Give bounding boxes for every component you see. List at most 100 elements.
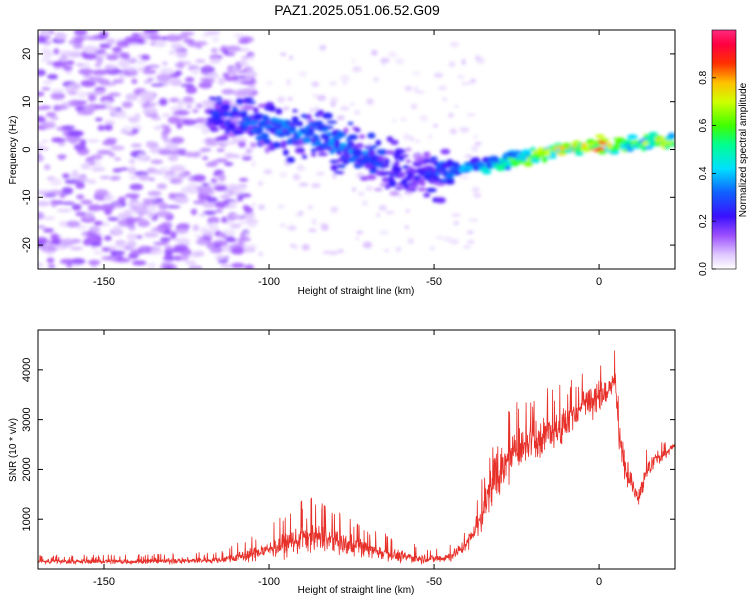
spectrogram-blob-704	[311, 218, 317, 226]
spectrogram-blob-814	[288, 55, 294, 60]
spectrogram-blob-832	[464, 154, 473, 159]
spectrogram-blob-803	[322, 250, 331, 255]
spectrogram-blob-1002	[275, 108, 283, 115]
spectrogram-blob-210	[38, 142, 44, 147]
spectrogram-blob-768	[356, 230, 364, 235]
spectrogram-blob-198	[161, 132, 169, 141]
spectrogram-blob-706	[468, 218, 479, 222]
spectrogram-blob-718	[461, 81, 472, 86]
spectrogram-blob-554	[142, 107, 158, 116]
spectrogram-blob-854	[298, 210, 304, 216]
spectrogram-blob-983	[264, 146, 271, 154]
spectrogram-blob-767	[257, 180, 264, 187]
spectrogram-blob-279	[129, 183, 144, 191]
spectrogram-blob-907	[218, 135, 229, 142]
spectrogram-blob-459	[106, 54, 119, 61]
spectrogram-blob-873	[451, 213, 461, 217]
spectrogram-blob-465	[201, 33, 211, 38]
spectrogram-blob-674	[131, 128, 139, 134]
spectrogram-blob-846	[400, 117, 407, 122]
top-yticks-label-4: 20	[21, 48, 33, 60]
spectrogram-blob-874	[384, 248, 390, 253]
spectrogram-blob-1224	[405, 187, 412, 192]
spectrogram-blob-774	[397, 194, 403, 199]
spectrogram-blob-315	[61, 201, 75, 205]
spectrogram-blob-425	[38, 211, 45, 220]
top-xticks-label-0: -150	[93, 276, 115, 288]
spectrogram-blob-113	[80, 199, 93, 205]
spectrogram-blob-205	[210, 47, 219, 54]
spectrogram-blob-1069	[315, 139, 322, 145]
spectrogram-blob-654	[75, 211, 86, 217]
spectrogram-blob-247	[46, 257, 55, 264]
spectrogram-blob-227	[143, 232, 159, 238]
spectrogram-blob-592	[89, 76, 105, 83]
spectrogram-blob-360	[166, 205, 181, 209]
spectrogram-blob-1256	[422, 154, 431, 159]
spectrogram-blob-765	[279, 223, 287, 227]
spectrogram-blob-675	[95, 220, 104, 226]
spectrogram-blob-1075	[317, 109, 324, 115]
spectrogram-blob-301	[105, 38, 116, 45]
spectrogram-blob-911	[220, 103, 231, 110]
spectrogram-blob-673	[126, 233, 138, 241]
spectrogram-blob-591	[194, 125, 209, 129]
spectrogram-blob-863	[238, 220, 247, 226]
spectrogram-blob-441	[231, 262, 245, 269]
spectrogram-blob-389	[87, 259, 101, 266]
spectrogram-blob-41	[99, 43, 112, 49]
spectrogram-blob-1046	[301, 154, 308, 159]
spectrogram-blob-822	[251, 202, 256, 207]
spectrogram-blob-833	[366, 99, 373, 105]
spectrogram-blob-842	[443, 236, 453, 243]
spectrogram-blob-515	[137, 245, 154, 254]
spectrogram-blob-726	[349, 102, 355, 107]
spectrogram-blob-149	[220, 264, 234, 268]
spectrogram-blob-821	[371, 49, 378, 56]
spectrogram-blob-797	[395, 57, 404, 65]
spectrogram-blob-847	[336, 115, 345, 121]
spectrogram-blob-1078	[317, 152, 328, 157]
spectrogram-blob-1280	[435, 197, 446, 204]
spectrogram-blob-403	[56, 208, 72, 213]
spectrogram-blob-1060	[310, 148, 317, 153]
spectrogram-blob-430	[210, 222, 218, 229]
spectrogram-blob-132	[221, 88, 236, 95]
spectrogram-blob-877	[379, 205, 387, 211]
bot-yticks-label-0: 1000	[21, 507, 33, 531]
spectrogram-blob-437	[168, 192, 176, 200]
spectrogram-blob-252	[70, 258, 86, 265]
spectrogram-blob-477	[245, 148, 253, 154]
spectrogram-blob-850	[311, 182, 321, 189]
spectrogram-blob-521	[174, 195, 189, 204]
spectrogram-blob-294	[38, 262, 44, 268]
spectrogram-blob-699	[191, 109, 199, 113]
spectrogram-blob-393	[182, 119, 197, 126]
spectrogram-blob-952	[246, 101, 256, 105]
spectrogram-blob-155	[41, 139, 49, 143]
spectrogram-blob-525	[221, 216, 228, 224]
spectrogram-blob-669	[106, 106, 118, 110]
spectrogram-blob-745	[340, 74, 350, 82]
spectrogram-blob-579	[116, 39, 132, 48]
spectrogram-blob-933	[237, 100, 243, 105]
spectrogram-blob-1043	[299, 147, 305, 153]
spectrogram-blob-788	[456, 74, 465, 79]
spectrogram-blob-451	[42, 30, 50, 37]
spectrogram-blob-714	[354, 109, 361, 116]
spectrogram-blob-590	[146, 141, 155, 146]
spectrogram-blob-829	[409, 136, 415, 142]
spectrogram-blob-1411	[574, 151, 584, 156]
spectrogram-blob-321	[172, 111, 185, 116]
spectrogram-blob-1073	[317, 113, 324, 117]
spectrogram-blob-780	[405, 208, 411, 214]
spectrogram-blob-1205	[394, 156, 400, 160]
spectrogram-blob-462	[163, 255, 176, 262]
spectrogram-blob-849	[362, 241, 373, 249]
spectrogram-blob-687	[191, 266, 199, 269]
spectrogram-blob-213	[201, 104, 213, 109]
spectrogram-blob-711	[307, 228, 317, 233]
spectrogram-blob-75	[186, 104, 193, 109]
spectrogram-blob-766	[245, 88, 253, 94]
spectrogram-blob-625	[223, 199, 236, 203]
